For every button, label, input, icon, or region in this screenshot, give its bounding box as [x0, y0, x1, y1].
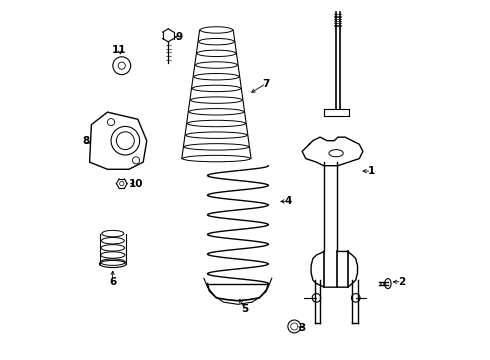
Text: 8: 8 [82, 136, 90, 146]
Text: 11: 11 [112, 45, 126, 55]
Text: 2: 2 [398, 277, 406, 287]
Text: 4: 4 [284, 197, 292, 206]
Text: 9: 9 [175, 32, 182, 42]
Text: 3: 3 [298, 323, 305, 333]
Text: 6: 6 [109, 277, 117, 287]
Text: 5: 5 [242, 303, 248, 314]
Text: 7: 7 [263, 78, 270, 89]
Text: 1: 1 [368, 166, 375, 176]
Text: 10: 10 [129, 179, 143, 189]
